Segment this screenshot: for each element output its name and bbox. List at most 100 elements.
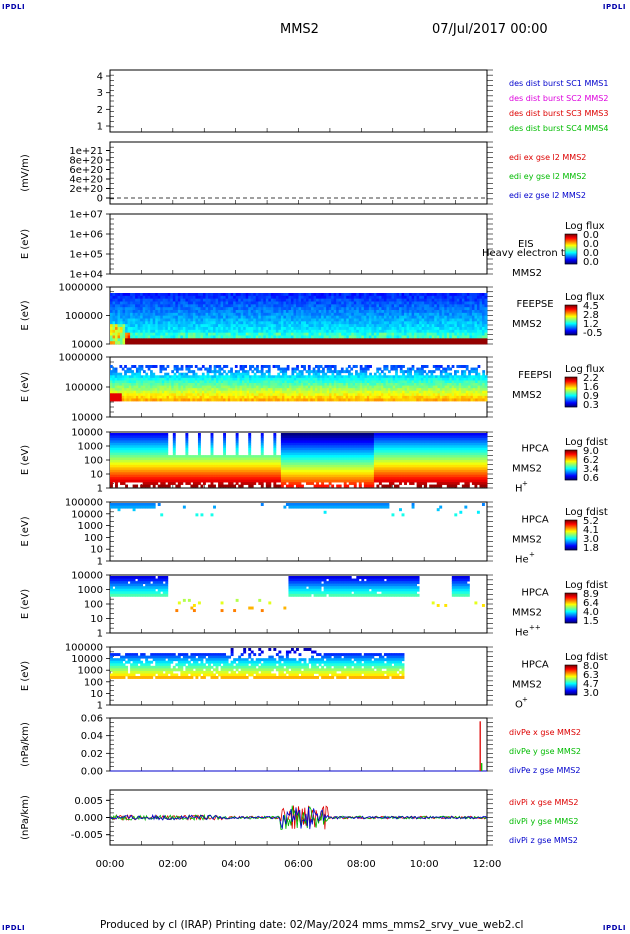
- heatmap-cell: [381, 335, 385, 339]
- heatmap-cell: [305, 385, 309, 389]
- heatmap-cell: [439, 398, 443, 402]
- heatmap-cell: [279, 393, 283, 397]
- heatmap-cell: [197, 377, 200, 381]
- heatmap-cell: [180, 318, 184, 322]
- heatmap-cell: [313, 315, 317, 319]
- heatmap-cell: [138, 367, 142, 371]
- heatmap-cell: [356, 310, 360, 314]
- heatmap-cell: [416, 393, 420, 397]
- heatmap-cell: [472, 388, 476, 392]
- heatmap-cell: [147, 293, 151, 297]
- heatmap-cell: [230, 383, 233, 386]
- heatmap-cell: [260, 380, 264, 384]
- heatmap-cell: [218, 370, 222, 374]
- heatmap-cell: [273, 293, 277, 297]
- heatmap-cell: [351, 321, 355, 325]
- heatmap-cell: [409, 324, 412, 328]
- heatmap-cell: [402, 377, 405, 381]
- heatmap-cell: [361, 310, 365, 314]
- heatmap-cell: [331, 324, 335, 328]
- heatmap-cell: [150, 338, 154, 342]
- heatmap-cell: [461, 398, 464, 402]
- heatmap-cell: [446, 315, 450, 319]
- heatmap-cell: [331, 293, 335, 297]
- heatmap-cell: [175, 307, 179, 311]
- heatmap-cell: [112, 329, 116, 334]
- heatmap-cell: [423, 365, 427, 368]
- heatmap-cell: [328, 307, 332, 311]
- heatmap-cell: [275, 332, 279, 336]
- heatmap-cell: [295, 324, 299, 328]
- heatmap-cell: [300, 393, 304, 397]
- heatmap-cell: [220, 295, 224, 300]
- heatmap-cell: [293, 304, 297, 308]
- heatmap-cell: [167, 310, 171, 314]
- heatmap-cell: [391, 315, 395, 319]
- heatmap-cell: [197, 312, 201, 317]
- heatmap-cell: [190, 385, 193, 389]
- heatmap-cell: [124, 372, 127, 376]
- heatmap-cell: [170, 298, 174, 302]
- heatmap-cell: [278, 315, 282, 319]
- heatmap-cell: [388, 324, 392, 328]
- heatmap-cell: [406, 380, 410, 384]
- heatmap-cell: [225, 385, 229, 389]
- heatmap-cell: [195, 312, 199, 317]
- heatmap-cell: [159, 367, 163, 371]
- heatmap-cell: [336, 393, 339, 397]
- heatmap-cell: [194, 380, 198, 384]
- heatmap-cell: [165, 335, 169, 339]
- heatmap-cell: [263, 293, 267, 297]
- heatmap-cell: [235, 315, 239, 319]
- heatmap-cell: [150, 370, 153, 374]
- heatmap-cell: [430, 383, 434, 386]
- heatmap-cell: [272, 388, 276, 392]
- heatmap-cell: [396, 332, 400, 336]
- heatmap-cell: [358, 332, 362, 336]
- heatmap-cell: [346, 312, 350, 317]
- heatmap-cell: [401, 310, 405, 314]
- heatmap-cell: [318, 327, 322, 331]
- instrument-label: FEEPSE: [516, 299, 553, 310]
- heatmap-cell: [341, 307, 345, 311]
- heatmap-cell: [117, 310, 121, 314]
- heatmap-cell: [431, 304, 435, 308]
- heatmap-cell: [225, 372, 229, 376]
- heatmap-cell: [361, 318, 365, 322]
- heatmap-cell: [336, 383, 339, 386]
- heatmap-cell: [475, 380, 478, 384]
- heatmap-cell: [391, 327, 395, 331]
- heatmap-cell: [444, 307, 448, 311]
- heatmap-cell: [263, 327, 267, 331]
- heatmap-cell: [313, 301, 317, 305]
- heatmap-cell: [263, 318, 267, 322]
- heatmap-cell: [442, 385, 445, 389]
- heatmap-cell: [314, 383, 318, 386]
- heatmap-cell: [283, 293, 287, 297]
- heatmap-cell: [185, 329, 189, 334]
- heatmap-cell: [409, 298, 412, 302]
- heatmap-cell: [459, 310, 463, 314]
- heatmap-cell: [241, 388, 245, 392]
- heatmap-cell: [362, 370, 365, 374]
- heatmap-cell: [369, 375, 372, 379]
- heatmap-cell: [432, 383, 436, 386]
- heatmap-cell: [416, 293, 420, 297]
- heatmap-cell: [441, 341, 445, 345]
- heatmap-cell: [456, 380, 460, 384]
- heatmap-cell: [336, 341, 340, 345]
- heatmap-cell: [361, 295, 365, 300]
- heatmap-cell: [249, 365, 252, 368]
- heatmap-cell: [110, 380, 113, 384]
- heatmap-cell: [206, 377, 210, 381]
- heatmap-cell: [280, 310, 284, 314]
- heatmap-cell: [120, 304, 123, 308]
- heatmap-cell: [368, 324, 372, 328]
- heatmap-cell: [321, 335, 325, 339]
- heatmap-cell: [220, 377, 224, 381]
- colorbar-cell: [565, 331, 577, 333]
- heatmap-cell: [135, 332, 139, 336]
- heatmap-cell: [479, 315, 483, 319]
- heatmap-cell: [197, 321, 201, 325]
- heatmap-cell: [326, 385, 330, 389]
